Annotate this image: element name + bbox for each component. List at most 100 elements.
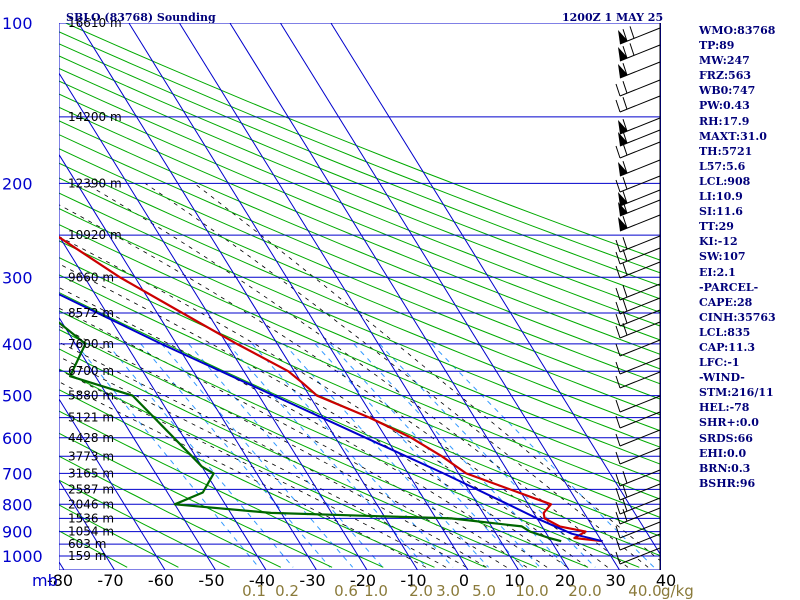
moist-adiabat xyxy=(59,325,507,568)
mixing-ratio-tick-label: 2.0 xyxy=(409,582,433,600)
isotherm-line xyxy=(128,23,469,570)
temperature-tick-label: -20 xyxy=(350,571,376,590)
wind-barb-feather xyxy=(622,191,628,204)
wind-barb-feather xyxy=(622,471,628,484)
wind-barb-feather xyxy=(615,501,621,515)
dry-adiabat xyxy=(59,389,435,568)
isotherm-line xyxy=(229,23,570,570)
index-entry: LFC:-1 xyxy=(699,356,740,370)
wind-barb-staff xyxy=(619,533,661,551)
stability-indices-panel: WMO:83768 TP:89 MW:247 FRZ:563 WB0:747 PW:0.4… xyxy=(699,23,799,491)
wind-barb-feather xyxy=(615,343,621,357)
wind-barb-flag xyxy=(618,202,628,216)
wind-barb-feather xyxy=(622,97,628,110)
moist-adiabat xyxy=(59,381,427,568)
temperature-tick-label: -70 xyxy=(97,571,123,590)
mixing-ratio-line xyxy=(431,343,655,568)
wind-barb-staff xyxy=(619,321,661,339)
mixing-ratio-tick-label: 0.6 xyxy=(334,582,358,600)
height-label: 2046 m xyxy=(68,497,114,511)
index-entry: BSHR:96 xyxy=(699,476,756,490)
wind-barb-feather xyxy=(615,83,621,97)
wind-barb-flag xyxy=(618,64,628,78)
moist-adiabat xyxy=(59,263,568,568)
wind-barb-feather xyxy=(622,161,628,174)
wind-barb-flag xyxy=(618,132,628,146)
temperature-tick-label: -80 xyxy=(47,571,73,590)
wind-barb-feather xyxy=(622,201,628,214)
index-entry: SHR+:0.0 xyxy=(699,416,759,430)
index-entry: TP:89 xyxy=(699,39,735,53)
wind-barb-staff xyxy=(619,357,661,375)
temperature-tick-label: -30 xyxy=(299,571,325,590)
height-label: 16610 m xyxy=(68,16,122,30)
pressure-tick-label: 800 xyxy=(2,495,33,514)
moist-adiabat xyxy=(59,369,447,568)
height-label: 603 m xyxy=(68,537,106,551)
index-entry: STM:216/11 xyxy=(699,386,774,400)
index-entry: WMO:83768 xyxy=(699,24,776,37)
wind-barb-feather xyxy=(622,177,628,190)
dry-adiabat xyxy=(59,432,333,568)
mixing-ratio-line xyxy=(106,343,294,568)
dry-adiabat xyxy=(59,80,661,327)
height-label: 7600 m xyxy=(68,337,114,351)
dry-adiabat xyxy=(59,134,661,385)
wind-barb-staff xyxy=(619,79,661,97)
wind-barb-feather xyxy=(622,299,628,312)
dry-adiabat xyxy=(59,67,661,314)
dry-adiabat xyxy=(59,148,661,400)
temperature-line xyxy=(59,235,603,543)
dry-adiabat xyxy=(59,93,661,341)
pressure-tick-label: 500 xyxy=(2,387,33,406)
index-entry: KI:-12 xyxy=(699,235,738,249)
dry-adiabat xyxy=(59,257,661,519)
wind-barb-feather xyxy=(615,537,621,551)
wind-barb-feather xyxy=(615,451,621,465)
index-entry: CINH:35763 xyxy=(699,310,776,324)
mixing-ratio-line xyxy=(379,343,596,568)
wind-barb-feather xyxy=(615,179,621,193)
dry-adiabat xyxy=(59,504,179,568)
wind-barb-feather xyxy=(615,99,621,113)
moist-adiabat xyxy=(84,183,629,568)
pressure-unit-label: mb xyxy=(32,571,58,590)
height-label: 9660 m xyxy=(68,270,114,284)
wind-barb-staff xyxy=(619,497,661,515)
dry-adiabat xyxy=(59,348,538,568)
height-label: 10920 m xyxy=(68,228,122,242)
pressure-tick-label: 700 xyxy=(2,464,33,483)
temperature-tick-label: 0 xyxy=(459,571,469,590)
wind-barb-feather xyxy=(622,46,628,59)
dry-adiabat xyxy=(59,274,661,538)
dry-adiabat xyxy=(65,23,661,261)
wind-barb-staff xyxy=(619,283,661,301)
pressure-tick-label: 900 xyxy=(2,523,33,542)
height-label: 14200 m xyxy=(68,110,122,124)
wind-barb-staff xyxy=(619,429,661,447)
mixing-ratio-tick-label: 3.0 xyxy=(436,582,460,600)
mixing-ratio-line xyxy=(161,343,354,568)
dry-adiabat xyxy=(59,120,661,370)
wind-barb-feather xyxy=(615,313,621,327)
index-entry: -WIND- xyxy=(699,371,745,385)
wind-barb-flag xyxy=(618,217,628,231)
height-label: 1054 m xyxy=(68,525,114,539)
wind-barb-feather xyxy=(615,487,621,501)
wind-barb-staff xyxy=(619,521,661,539)
index-entry: HEL:-78 xyxy=(699,401,750,415)
height-label: 3773 m xyxy=(68,449,114,463)
wind-barb-staff xyxy=(619,297,661,315)
height-label: 1536 m xyxy=(68,511,114,525)
isotherm-line xyxy=(178,23,519,570)
wind-barb-feather xyxy=(622,131,628,144)
index-entry: MAXT:31.0 xyxy=(699,129,767,143)
wind-barb-flag xyxy=(618,30,628,44)
dry-adiabat xyxy=(59,479,230,568)
wind-barb-feather xyxy=(622,119,628,132)
wind-barb-staff xyxy=(619,141,661,159)
wind-barb-feather xyxy=(629,26,635,39)
temperature-tick-label: -60 xyxy=(148,571,174,590)
wind-barb-staff xyxy=(619,247,661,265)
